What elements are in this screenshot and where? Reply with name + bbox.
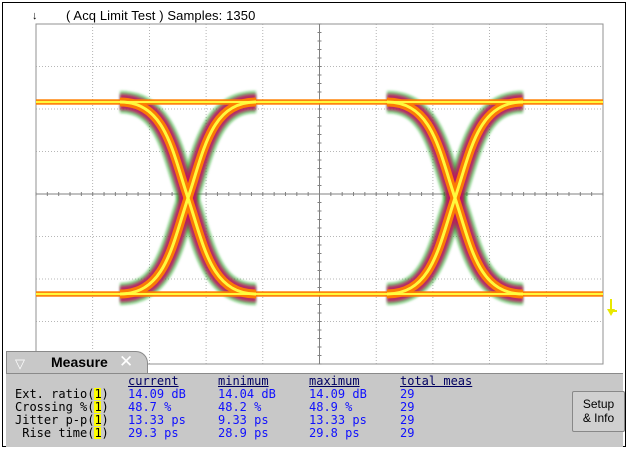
value-maximum: 14.09 dB — [309, 387, 367, 401]
column-header-maximum: maximum — [309, 374, 360, 388]
setup-info-button[interactable]: Setup & Info — [572, 391, 625, 432]
close-icon[interactable]: ✕ — [119, 352, 134, 371]
value-current: 13.33 ps — [128, 413, 186, 427]
column-header-minimum: minimum — [218, 374, 269, 388]
acquisition-status: ( Acq Limit Test ) Samples: 1350 — [66, 8, 255, 23]
row-label: Jitter p-p — [15, 413, 88, 427]
eye-traces — [36, 91, 603, 305]
value-maximum: 13.33 ps — [309, 413, 367, 427]
value-total: 29 — [400, 426, 415, 440]
graticule-center-axes — [35, 23, 604, 365]
value-total: 29 — [400, 413, 415, 427]
value-maximum: 48.9 % — [309, 400, 353, 414]
measure-panel — [6, 373, 623, 447]
eye-trace-band — [119, 100, 257, 296]
source-badge: 1 — [94, 426, 102, 440]
value-current: 29.3 ps — [128, 426, 179, 440]
value-total: 29 — [400, 387, 415, 401]
value-minimum: 14.04 dB — [218, 387, 276, 401]
acq-mode: ( Acq Limit Test ) — [66, 8, 164, 23]
value-total: 29 — [400, 400, 415, 414]
column-header-current: current — [128, 374, 179, 388]
source-badge: 1 — [94, 387, 102, 401]
down-arrow-icon: ↓ — [32, 10, 38, 22]
yellow-channel-arrow-icon — [607, 299, 617, 316]
chevron-down-icon[interactable]: ▽ — [15, 356, 25, 371]
value-maximum: 29.8 ps — [309, 426, 360, 440]
row-label: Ext. ratio — [15, 387, 88, 401]
source-badge: 1 — [94, 413, 102, 427]
row-label: Crossing % — [15, 400, 88, 414]
value-current: 14.09 dB — [128, 387, 186, 401]
value-minimum: 28.9 ps — [218, 426, 269, 440]
value-minimum: 48.2 % — [218, 400, 262, 414]
value-minimum: 9.33 ps — [218, 413, 269, 427]
value-current: 48.7 % — [128, 400, 172, 414]
samples-count: 1350 — [226, 8, 256, 23]
measure-tab[interactable] — [6, 351, 148, 374]
setup-button-line2: & Info — [582, 411, 615, 425]
source-badge: 1 — [94, 400, 102, 414]
measure-tab-label: Measure — [51, 354, 108, 370]
column-header-total: total meas — [400, 374, 473, 388]
eye-trace-band — [386, 100, 524, 296]
row-label: Rise time — [15, 426, 88, 440]
samples-label: Samples: — [167, 8, 223, 23]
setup-button-line1: Setup — [582, 397, 615, 411]
